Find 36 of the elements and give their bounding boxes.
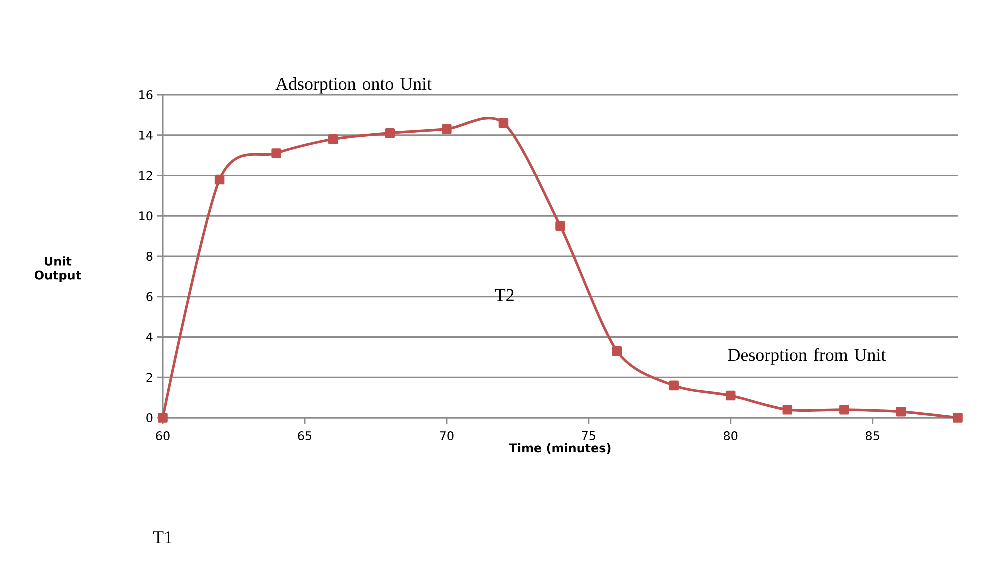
text: T1 xyxy=(153,532,172,544)
y-tick-label: 6 xyxy=(146,292,153,302)
point xyxy=(214,174,225,185)
y-tick-label: 16 xyxy=(140,90,153,100)
y-tick-label: 0 xyxy=(146,413,153,423)
point xyxy=(782,405,793,415)
x-tick-label: 80 xyxy=(724,432,738,441)
annotation: Desorption from Unit xyxy=(728,348,886,365)
x-tick-label: 70 xyxy=(440,432,454,441)
point xyxy=(612,346,622,356)
y-tick-label: 4 xyxy=(146,332,153,342)
y-axis-title: Unit Output xyxy=(34,256,82,282)
text: Adsorption onto Unit xyxy=(276,78,432,94)
point xyxy=(840,405,850,415)
y-tick-label: 14 xyxy=(140,131,153,140)
x-tick-label: 75 xyxy=(582,432,596,440)
y-tick-label: 8 xyxy=(146,252,153,262)
point xyxy=(328,134,338,144)
x-tick-label: 60 xyxy=(156,432,170,441)
annotation: T2 xyxy=(495,289,514,302)
point xyxy=(953,413,963,423)
point xyxy=(726,390,736,401)
point xyxy=(272,148,282,158)
point xyxy=(669,380,679,391)
x-axis-title: Time (minutes) xyxy=(509,443,611,454)
point xyxy=(896,407,906,417)
point xyxy=(385,128,396,138)
point xyxy=(498,118,509,128)
point xyxy=(556,221,566,232)
point xyxy=(442,124,452,134)
y-tick-label: 2 xyxy=(146,373,152,382)
y-tick-label: 12 xyxy=(140,171,152,180)
x-tick-label: 65 xyxy=(298,432,312,441)
x-tick-label: 85 xyxy=(866,432,880,441)
y-tick-label: 10 xyxy=(140,212,153,221)
point xyxy=(158,413,168,423)
